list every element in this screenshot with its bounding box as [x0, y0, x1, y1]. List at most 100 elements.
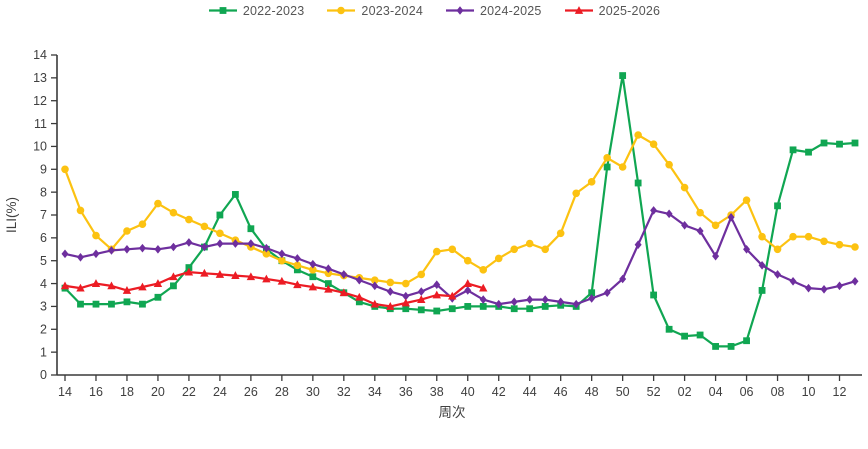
data-point-square: [712, 343, 719, 350]
data-point-square: [108, 300, 115, 308]
data-point-triangle: [432, 290, 441, 299]
data-point-diamond: [76, 252, 84, 262]
data-point-diamond: [402, 291, 410, 301]
x-tick-label: 52: [647, 385, 661, 399]
data-point-circle: [572, 189, 580, 198]
y-tick-label: 11: [34, 117, 47, 131]
data-point-triangle: [479, 283, 488, 292]
data-point-circle: [154, 199, 162, 208]
data-point-square: [851, 139, 859, 147]
data-point-diamond: [774, 270, 782, 279]
data-point-circle: [386, 278, 395, 287]
data-point-diamond: [231, 239, 239, 248]
data-point-square: [836, 140, 843, 148]
data-point-diamond: [200, 242, 208, 252]
data-point-diamond: [324, 264, 332, 274]
y-tick-label: 6: [40, 231, 47, 245]
y-tick-label: 9: [40, 162, 47, 176]
x-tick-label: 50: [616, 385, 630, 399]
data-point-circle: [92, 231, 100, 240]
y-tick-label: 0: [40, 368, 47, 382]
data-point-triangle: [293, 280, 302, 289]
data-point-circle: [541, 245, 549, 254]
x-axis-title: 周次: [439, 405, 466, 420]
data-point-circle: [634, 131, 642, 139]
x-tick-label: 28: [275, 385, 289, 399]
data-point-circle: [649, 140, 658, 148]
data-point-triangle: [184, 267, 194, 276]
data-point-diamond: [92, 249, 100, 259]
legend-marker-square-icon: [208, 7, 237, 14]
data-point-diamond: [526, 295, 534, 304]
legend-marker-circle-icon: [327, 6, 356, 15]
series-line-2025-2026: [63, 271, 485, 308]
data-point-diamond: [665, 209, 673, 219]
data-point-square: [665, 325, 673, 333]
data-point-circle: [185, 215, 193, 224]
data-point-triangle: [448, 291, 457, 300]
x-tick-label: 06: [740, 385, 754, 399]
data-point-circle: [851, 243, 859, 251]
data-point-square: [727, 343, 735, 350]
series-line-2023-2024: [63, 133, 857, 285]
data-point-circle: [262, 250, 271, 258]
data-point-circle: [337, 6, 346, 15]
data-point-diamond: [541, 295, 549, 304]
y-tick-label: 14: [33, 48, 47, 62]
legend-item-2025-2026: 2025-2026: [564, 3, 661, 18]
data-point-diamond: [456, 6, 464, 15]
data-point-circle: [138, 220, 147, 228]
data-point-square: [588, 289, 596, 297]
legend-label: 2025-2026: [598, 3, 661, 18]
data-point-square: [448, 305, 456, 313]
data-point-square: [464, 303, 472, 310]
data-point-circle: [603, 154, 611, 162]
data-point-diamond: [262, 243, 270, 253]
legend-label: 2024-2025: [480, 3, 542, 18]
data-point-triangle: [277, 276, 287, 285]
data-point-triangle: [91, 279, 101, 287]
data-point-square: [650, 291, 658, 299]
data-point-triangle: [355, 292, 364, 301]
x-tick-label: 38: [430, 385, 444, 399]
data-point-square: [510, 305, 518, 313]
data-point-diamond: [185, 238, 193, 247]
y-tick-label: 10: [33, 140, 47, 154]
data-point-triangle: [339, 288, 349, 297]
data-point-triangle: [215, 270, 225, 278]
data-point-circle: [494, 254, 503, 263]
x-tick-label: 42: [492, 385, 506, 399]
data-point-diamond: [805, 283, 813, 293]
data-point-circle: [525, 239, 534, 248]
data-point-triangle: [153, 279, 163, 287]
x-tick-label: 04: [709, 385, 723, 399]
data-point-circle: [835, 240, 844, 249]
data-point-square: [123, 298, 131, 306]
data-point-diamond: [603, 288, 611, 298]
data-point-square: [526, 305, 534, 313]
data-point-triangle: [169, 272, 178, 281]
data-point-diamond: [371, 281, 379, 291]
data-point-circle: [820, 237, 828, 246]
data-point-square: [820, 139, 828, 147]
data-point-diamond: [340, 270, 348, 279]
data-point-square: [805, 148, 812, 156]
data-point-diamond: [572, 299, 580, 309]
y-tick-label: 4: [40, 277, 47, 291]
data-point-circle: [789, 232, 797, 241]
x-tick-label: 18: [120, 385, 134, 399]
data-point-circle: [618, 163, 627, 171]
legend-label: 2022-2023: [242, 3, 305, 18]
data-point-diamond: [696, 226, 704, 236]
data-point-diamond: [216, 239, 224, 248]
x-tick-label: 24: [213, 385, 227, 399]
data-point-circle: [758, 232, 766, 241]
x-tick-label: 12: [833, 385, 847, 399]
legend-marker-diamond-icon: [446, 6, 474, 15]
data-point-circle: [200, 222, 209, 231]
y-tick-label: 2: [40, 322, 47, 336]
data-point-diamond: [619, 274, 627, 284]
series-2024-2025: [61, 206, 859, 309]
